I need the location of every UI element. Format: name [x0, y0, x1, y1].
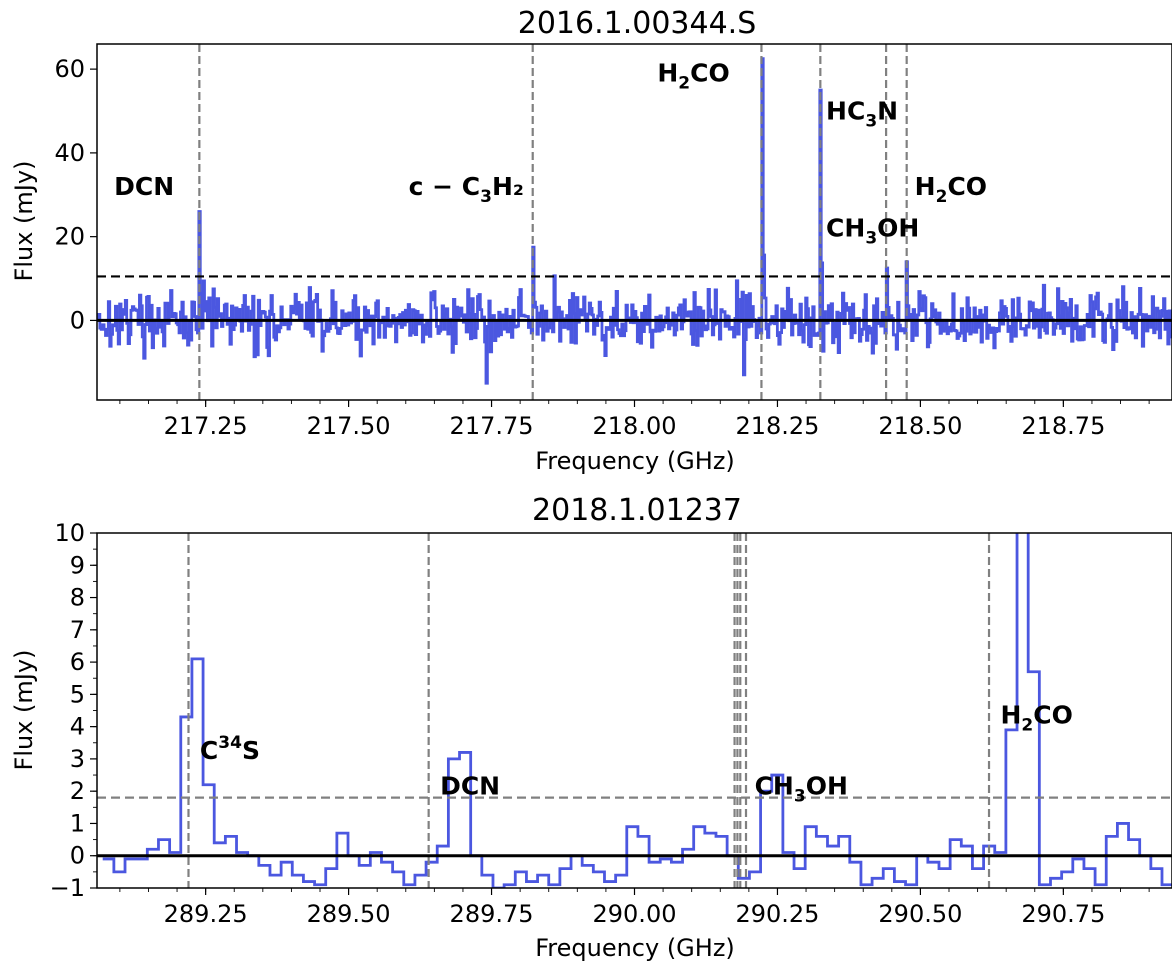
top-ytick-label: 20 [54, 223, 85, 251]
bottom-ytick-label: 3 [70, 745, 85, 773]
line-label-top: c − C3H₂ [409, 172, 524, 207]
top-xtick-label: 218.50 [878, 412, 962, 440]
bottom-ytick-label: 0 [70, 842, 85, 870]
top-xtick-label: 218.75 [1021, 412, 1105, 440]
chart-title-bottom: 2018.1.01237 [532, 493, 742, 528]
axes-frame-bottom [96, 532, 1172, 889]
y-axis-label-top: Flux (mJy) [10, 161, 38, 282]
bottom-ytick-label: 5 [70, 680, 85, 708]
panel-bottom: 2018.1.01237 Frequency (GHz) Flux (mJy) … [10, 493, 1172, 962]
line-label-bottom: H2CO [1000, 700, 1072, 735]
bottom-ytick-label: 6 [70, 648, 85, 676]
top-xtick-label: 218.25 [735, 412, 819, 440]
bottom-xtick-label: 289.75 [450, 900, 534, 928]
bottom-xtick-label: 289.50 [307, 900, 391, 928]
panel-top: 2016.1.00344.S Frequency (GHz) Flux (mJy… [10, 6, 1172, 475]
bottom-xtick-label: 289.25 [164, 900, 248, 928]
top-xtick-label: 218.00 [593, 412, 677, 440]
plot-area-top [97, 44, 1172, 400]
top-xtick-label: 217.75 [450, 412, 534, 440]
bottom-xtick-label: 290.00 [593, 900, 677, 928]
bottom-xtick-label: 290.50 [878, 900, 962, 928]
line-label-bottom: DCN [440, 771, 500, 800]
plot-area-bottom [97, 533, 1172, 888]
line-label-top: HC3N [826, 96, 898, 131]
line-label-top: DCN [114, 172, 174, 201]
bottom-ytick-label: 10 [54, 519, 85, 547]
x-axis-label-top: Frequency (GHz) [535, 447, 735, 475]
spectrum-line-top [97, 57, 1172, 385]
x-axis-label-bottom: Frequency (GHz) [535, 934, 735, 962]
bottom-ytick-label: 8 [70, 584, 85, 612]
top-ytick-label: 40 [54, 139, 85, 167]
line-label-top: H2CO [657, 59, 729, 94]
bottom-ytick-label: 1 [70, 809, 85, 837]
top-ytick-label: 60 [54, 55, 85, 83]
axes-frame-top [96, 43, 1172, 401]
top-xtick-label: 217.25 [164, 412, 248, 440]
bottom-xtick-label: 290.25 [735, 900, 819, 928]
line-label-bottom: C34S [200, 733, 260, 765]
top-ytick-label: 0 [70, 306, 85, 334]
top-xtick-label: 217.50 [307, 412, 391, 440]
chart-title-top: 2016.1.00344.S [518, 6, 757, 41]
spectrum-line-bottom [102, 533, 1172, 888]
line-label-top: CH3OH [826, 214, 919, 249]
bottom-ytick-label: 7 [70, 616, 85, 644]
bottom-xtick-label: 290.75 [1021, 900, 1105, 928]
line-label-bottom: CH3OH [755, 771, 848, 806]
bottom-ytick-label: 4 [70, 713, 85, 741]
bottom-ytick-label: −1 [50, 874, 85, 902]
line-label-top: H2CO [915, 172, 987, 207]
bottom-ytick-label: 9 [70, 551, 85, 579]
y-axis-label-bottom: Flux (mJy) [10, 650, 38, 771]
bottom-ytick-label: 2 [70, 777, 85, 805]
